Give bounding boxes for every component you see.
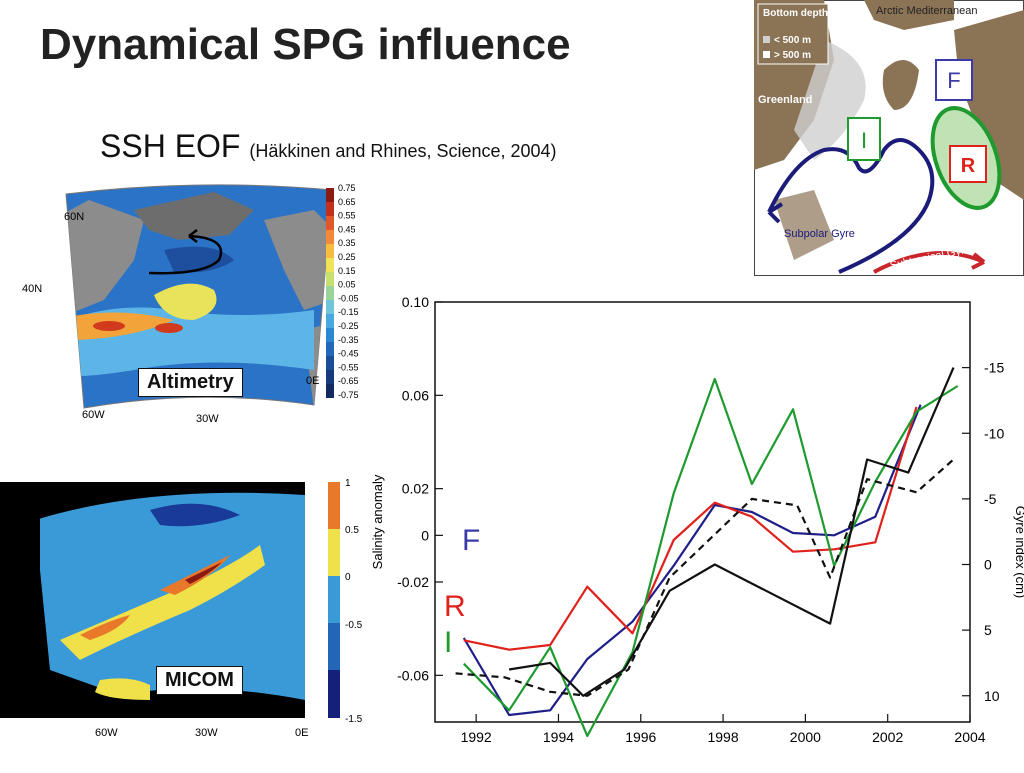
- box-f-label: F: [947, 68, 960, 93]
- series-label-i: I: [444, 626, 452, 659]
- alt-cbar-tick: -0.65: [338, 376, 359, 386]
- micom-lon-label: 60W: [95, 727, 118, 739]
- alt-cbar-tick: 0.05: [338, 280, 356, 290]
- subpolar-gyre-label: Subpolar Gyre: [784, 228, 855, 240]
- box-i-label: I: [861, 128, 867, 153]
- subpolar-gyre-path: [767, 138, 935, 274]
- alt-cbar-tick: 0.45: [338, 224, 356, 234]
- y-axis-right-label: Gyre index (cm): [1013, 506, 1024, 598]
- micom-colorbar: [328, 482, 340, 718]
- series-line-gyre-dashed: [455, 458, 955, 697]
- y-tick-label: 0.02: [402, 481, 429, 497]
- micom-lat-label: 40N: [6, 617, 26, 629]
- y-tick-label: 0.06: [402, 387, 429, 403]
- series-line-i: [463, 377, 959, 738]
- alt-cbar-tick: -0.05: [338, 293, 359, 303]
- alt-cbar-tick: -0.25: [338, 321, 359, 331]
- alt-cbar-tick: 0.65: [338, 197, 356, 207]
- region-map-panel: Bottom depth < 500 m > 500 m Arctic Medi…: [754, 0, 1024, 276]
- salinity-chart-panel: 1992 1994 1996 1998 2000 2002 2004 0.10 0.06 0.02…: [360, 282, 1024, 768]
- alt-cbar-tick: 0.25: [338, 252, 356, 262]
- micom-cbar-tick: 1: [345, 478, 351, 489]
- subtitle-citation: (Häkkinen and Rhines, Science, 2004): [249, 141, 557, 161]
- y-tick-label: -0.02: [397, 574, 429, 590]
- alt-cbar-tick: 0.35: [338, 238, 356, 248]
- x-tick-label: 1994: [543, 729, 574, 745]
- greenland-label: Greenland: [758, 94, 812, 106]
- y-tick-label: -0.06: [397, 667, 429, 683]
- series-lines: [455, 367, 959, 738]
- micom-cbar-tick: 0.5: [345, 525, 359, 536]
- box-r-label: R: [961, 155, 976, 177]
- slide-title: Dynamical SPG influence: [40, 20, 571, 69]
- series-line-gyre-solid: [508, 367, 955, 697]
- micom-lon-label: 0E: [295, 727, 308, 739]
- series-label-f: F: [462, 524, 480, 557]
- depth-legend-item: > 500 m: [774, 50, 811, 61]
- micom-label: MICOM: [156, 666, 243, 695]
- region-map: Bottom depth < 500 m > 500 m Arctic Medi…: [754, 0, 1024, 276]
- y-right-tick-label: -10: [984, 425, 1004, 441]
- alt-cbar-tick: -0.15: [338, 307, 359, 317]
- salinity-gyre-chart: 1992 1994 1996 1998 2000 2002 2004 0.10 0.06 0.02…: [370, 294, 1024, 745]
- y-axis-label: Salinity anomaly: [370, 474, 385, 569]
- alt-lon-label: 30W: [196, 413, 219, 425]
- y-right-tick-label: -15: [984, 360, 1004, 376]
- micom-lat-label: 60N: [6, 515, 26, 527]
- subpolar-arrow-icon: [767, 202, 784, 224]
- box-i: [847, 117, 881, 161]
- micom-map: 1 0.5 0 -0.5 -1.5 60N 40N 60W 30W 0E: [0, 478, 363, 739]
- y-right-tick-label: 10: [984, 688, 1000, 704]
- y-right-tick-label: 0: [984, 557, 992, 573]
- x-tick-label: 1992: [461, 729, 492, 745]
- gyre-arrow-icon: [148, 234, 223, 275]
- subtitle-main: SSH EOF: [100, 128, 241, 164]
- y-right-tick-label: 5: [984, 622, 992, 638]
- altimetry-label: Altimetry: [138, 368, 243, 397]
- y-tick-label: 0: [421, 527, 429, 543]
- alt-cbar-tick: -0.75: [338, 390, 359, 400]
- axis-ticks: 1992 1994 1996 1998 2000 2002 2004 0.10 0.06 0.02…: [397, 294, 1004, 745]
- series-label-r: R: [444, 590, 466, 623]
- x-tick-label: 2002: [872, 729, 903, 745]
- micom-cbar-tick: -0.5: [345, 620, 363, 631]
- subtropical-gyre-path: [873, 251, 985, 274]
- alt-cbar-tick: -0.55: [338, 362, 359, 372]
- alt-cbar-tick: 0.75: [338, 183, 356, 193]
- alt-lon-label: 0E: [306, 375, 319, 387]
- altimetry-colorbar: [326, 188, 334, 398]
- alt-cbar-tick: 0.55: [338, 211, 356, 221]
- alt-cbar-tick: -0.45: [338, 349, 359, 359]
- altimetry-map: 0.75 0.65 0.55 0.45 0.35 0.25 0.15 0.05 -0.05 -0.…: [22, 183, 359, 425]
- x-tick-label: 1998: [707, 729, 738, 745]
- depth-legend-item: < 500 m: [774, 35, 811, 46]
- x-tick-label: 2004: [954, 729, 985, 745]
- alt-lat-label: 60N: [64, 211, 84, 223]
- micom-lon-label: 30W: [195, 727, 218, 739]
- x-tick-label: 2000: [790, 729, 821, 745]
- micom-cbar-tick: 0: [345, 572, 351, 583]
- y-right-tick-label: -5: [984, 491, 997, 507]
- depth-legend-title: Bottom depth: [763, 8, 828, 19]
- series-line-f: [462, 404, 922, 717]
- alt-lon-label: 60W: [82, 409, 105, 421]
- arctic-label: Arctic Mediterranean: [876, 5, 978, 17]
- x-tick-label: 1996: [625, 729, 656, 745]
- box-f: [935, 59, 973, 101]
- alt-lat-label: 40N: [22, 283, 42, 295]
- slide-subtitle: SSH EOF (Häkkinen and Rhines, Science, 2…: [100, 128, 557, 165]
- altimetry-colorbar-ticks: 0.75 0.65 0.55 0.45 0.35 0.25 0.15 0.05 -0.05 -0.…: [338, 183, 359, 400]
- plot-frame: [434, 301, 971, 723]
- y-tick-label: 0.10: [402, 294, 429, 310]
- alt-cbar-tick: 0.15: [338, 266, 356, 276]
- micom-cbar-tick: -1.5: [345, 714, 363, 725]
- altimetry-map-panel: 0.75 0.65 0.55 0.45 0.35 0.25 0.15 0.05 -0.05 -0.…: [14, 180, 384, 430]
- box-r: [949, 145, 987, 183]
- micom-map-panel: 1 0.5 0 -0.5 -1.5 60N 40N 60W 30W 0E MIC…: [0, 470, 380, 750]
- alt-cbar-tick: -0.35: [338, 335, 359, 345]
